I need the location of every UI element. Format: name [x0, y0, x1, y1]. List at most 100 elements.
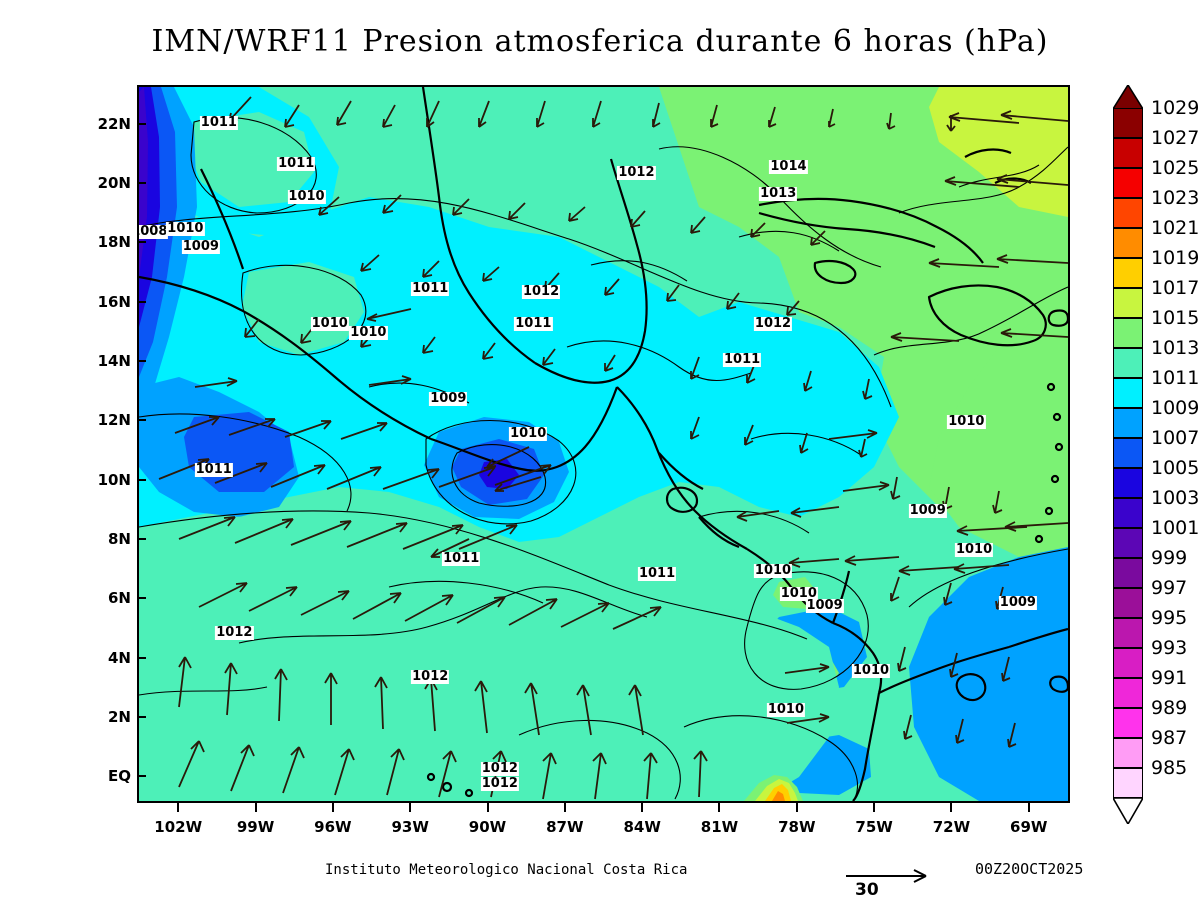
colorbar-tick-label: 1009: [1151, 397, 1200, 419]
lat-tick-label: 6N: [108, 589, 131, 608]
contour-label: 1014: [769, 159, 808, 175]
lon-tick-label: 72W: [932, 818, 971, 836]
lon-tick-label: 102W: [154, 818, 203, 836]
contour-label: 1010: [166, 221, 205, 237]
colorbar-swatch[interactable]: [1113, 468, 1143, 498]
colorbar-tick-label: 1021: [1151, 217, 1200, 239]
lon-tick-mark: [1027, 803, 1030, 812]
colorbar-swatch[interactable]: [1113, 258, 1143, 288]
contour-label: 1010: [349, 325, 388, 341]
colorbar-tick-label: 999: [1151, 547, 1188, 569]
contour-label: 1012: [215, 624, 254, 640]
lat-tick-label: 14N: [97, 351, 131, 370]
colorbar-swatch[interactable]: [1113, 318, 1143, 348]
contour-label: 1011: [199, 114, 238, 130]
wind-vector-scale-icon: [846, 869, 927, 883]
lon-tick-mark: [950, 803, 953, 812]
colorbar-swatch[interactable]: [1113, 288, 1143, 318]
pressure-field-svg: [139, 87, 1068, 801]
valid-time-stamp: 00Z20OCT2025: [975, 860, 1084, 878]
contour-label: 1009: [181, 239, 220, 255]
lat-tick-mark: [137, 537, 146, 540]
colorbar-tick-label: 995: [1151, 607, 1188, 629]
lon-tick-mark: [177, 803, 180, 812]
colorbar-swatch[interactable]: [1113, 738, 1143, 768]
colorbar-swatch[interactable]: [1113, 408, 1143, 438]
lon-tick-mark: [641, 803, 644, 812]
colorbar-swatch[interactable]: [1113, 768, 1143, 798]
lon-tick-mark: [254, 803, 257, 812]
contour-label: 1009: [998, 595, 1037, 611]
lon-tick-label: 93W: [391, 818, 429, 836]
lat-tick-mark: [137, 775, 146, 778]
lon-tick-label: 90W: [468, 818, 507, 836]
colorbar-swatch[interactable]: [1113, 498, 1143, 528]
colorbar-swatch[interactable]: [1113, 588, 1143, 618]
pressure-colorbar[interactable]: 985 987 989 991 993 995 997 999 1001 1003 1005 1007…: [1113, 97, 1199, 798]
colorbar-swatch[interactable]: [1113, 228, 1143, 258]
contour-label: 1010: [310, 316, 349, 332]
lon-tick-mark: [409, 803, 412, 812]
contour-label: 1011: [277, 156, 316, 172]
contour-label: 1012: [480, 761, 519, 777]
contour-label: 1012: [411, 669, 450, 685]
contour-label: 1013: [759, 185, 798, 201]
colorbar-tick-label: 997: [1151, 577, 1188, 599]
contour-label: 1010: [947, 414, 986, 430]
colorbar-swatch[interactable]: [1113, 558, 1143, 588]
lat-tick-label: 22N: [97, 114, 131, 133]
colorbar-tick-label: 1005: [1151, 457, 1200, 479]
contour-label: 1012: [521, 283, 561, 299]
lon-tick-label: 81W: [700, 818, 739, 836]
colorbar-swatch[interactable]: [1113, 348, 1143, 378]
contour-label: 1011: [723, 351, 762, 367]
lon-tick-label: 78W: [778, 818, 816, 836]
colorbar-tick-label: 1029: [1151, 97, 1200, 119]
longitude-axis: 102W 99W 96W 93W 90W 87W 84W 81W 78W 75W 72W 69W: [0, 818, 1200, 842]
colorbar-swatch[interactable]: [1113, 108, 1143, 138]
colorbar-tick-label: 993: [1151, 637, 1188, 659]
colorbar-tick-label: 1011: [1151, 367, 1200, 389]
map-plot-area[interactable]: 1011101110101008101010091010101010111012…: [137, 85, 1070, 803]
contour-label: 1011: [514, 316, 553, 332]
lon-tick-mark: [563, 803, 566, 812]
contour-label: 1009: [805, 598, 844, 614]
lon-tick-mark: [486, 803, 489, 812]
contour-label: 1010: [851, 663, 891, 679]
colorbar-swatch[interactable]: [1113, 528, 1143, 558]
colorbar-swatch[interactable]: [1113, 438, 1143, 468]
colorbar-tick-label: 987: [1151, 727, 1188, 749]
contour-label: 1010: [287, 188, 326, 204]
colorbar-under-arrow: [1113, 798, 1143, 824]
lon-tick-label: 75W: [855, 818, 893, 836]
colorbar-swatch[interactable]: [1113, 618, 1143, 648]
contour-label: 1011: [442, 550, 481, 566]
lon-tick-label: 96W: [314, 818, 352, 836]
lat-tick-label: 2N: [108, 707, 131, 726]
lat-tick-mark: [137, 715, 146, 718]
colorbar-swatch[interactable]: [1113, 168, 1143, 198]
colorbar-swatch[interactable]: [1113, 708, 1143, 738]
lat-tick-label: 16N: [97, 292, 131, 311]
contour-label: 1012: [480, 776, 519, 792]
lat-tick-label: 18N: [97, 233, 131, 252]
lat-tick-mark: [137, 656, 146, 659]
colorbar-swatch[interactable]: [1113, 648, 1143, 678]
contour-label: 1012: [617, 165, 656, 181]
contour-label: 1010: [954, 541, 994, 557]
lon-tick-label: 99W: [236, 818, 275, 836]
contour-label: 1011: [194, 461, 233, 477]
colorbar-tick-label: 1007: [1151, 427, 1200, 449]
lon-tick-label: 84W: [623, 818, 661, 836]
lat-tick-mark: [137, 419, 146, 422]
colorbar-swatch[interactable]: [1113, 198, 1143, 228]
colorbar-swatch[interactable]: [1113, 378, 1143, 408]
colorbar-swatch[interactable]: [1113, 138, 1143, 168]
contour-label: 1009: [429, 390, 468, 406]
contour-label: 1008: [139, 225, 169, 240]
lat-tick-label: 12N: [97, 411, 131, 430]
colorbar-swatch[interactable]: [1113, 678, 1143, 708]
colorbar-tick-label: 1025: [1151, 157, 1200, 179]
contour-label: 1010: [779, 586, 818, 602]
